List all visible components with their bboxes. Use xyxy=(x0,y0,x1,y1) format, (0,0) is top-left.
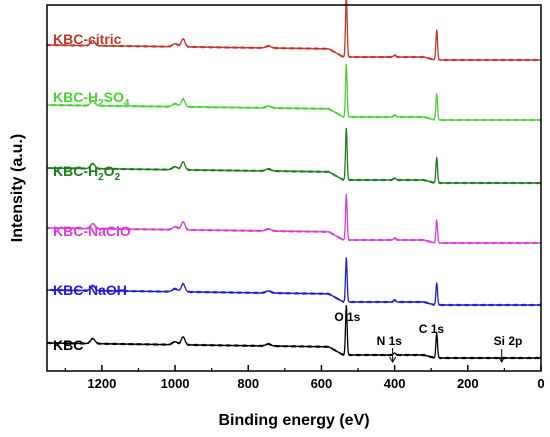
series-label-kbc-citric: KBC-citric xyxy=(53,31,122,47)
series-line-kbc-naoh xyxy=(46,257,542,307)
peak-arrow-head xyxy=(498,356,506,363)
series-label-kbc-naclo: KBC-NaClO xyxy=(53,223,131,239)
peak-label-o-1s: O 1s xyxy=(334,310,360,324)
x-tick-label-800: 800 xyxy=(237,376,259,391)
series-line-kbc xyxy=(46,304,542,360)
x-tick-label-1200: 1200 xyxy=(87,376,116,391)
x-axis: 1200 1000 800 600 400 200 0 xyxy=(64,365,545,391)
peak-annotation-layer: O 1s N 1s C 1s Si 2p xyxy=(334,310,523,363)
series-label-kbc-naoh: KBC-NaOH xyxy=(53,282,127,298)
series-label-kbc: KBC xyxy=(53,337,83,353)
series-label-kbc-h2so4: KBC-H2SO4 xyxy=(53,89,130,109)
peak-label-si-2p: Si 2p xyxy=(494,334,523,348)
x-tick-label-600: 600 xyxy=(311,376,333,391)
series-line-kbc-naclo xyxy=(46,193,542,245)
x-tick-label-1000: 1000 xyxy=(161,376,190,391)
peak-arrow-head xyxy=(389,356,397,363)
series-layer xyxy=(46,0,542,360)
series-line-kbc-h2so4 xyxy=(46,63,542,122)
series-line-kbc-citric xyxy=(46,0,542,62)
series-label-kbc-h2o2: KBC-H2O2 xyxy=(53,163,121,183)
peak-label-c-1s: C 1s xyxy=(419,322,445,336)
x-axis-title: Binding energy (eV) xyxy=(218,412,369,429)
x-tick-label-200: 200 xyxy=(457,376,479,391)
series-label-layer: KBC-citric KBC-H2SO4 KBC-H2O2 KBC-NaClO KBC-… xyxy=(53,31,131,353)
x-tick-label-400: 400 xyxy=(384,376,406,391)
series-line-kbc-h2o2 xyxy=(46,127,542,185)
y-axis-title: Intensity (a.u.) xyxy=(9,134,26,242)
x-tick-label-0: 0 xyxy=(537,376,544,391)
peak-label-n-1s: N 1s xyxy=(377,334,403,348)
plot-frame xyxy=(46,4,542,372)
